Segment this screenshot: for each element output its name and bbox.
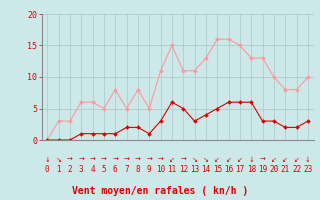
Text: 15: 15 <box>213 165 222 174</box>
Text: 7: 7 <box>124 165 129 174</box>
Text: 13: 13 <box>190 165 199 174</box>
Text: →: → <box>146 157 152 163</box>
Text: ↓: ↓ <box>248 157 254 163</box>
Text: 18: 18 <box>247 165 256 174</box>
Text: →: → <box>135 157 141 163</box>
Text: ↘: ↘ <box>56 157 61 163</box>
Text: 16: 16 <box>224 165 233 174</box>
Text: 22: 22 <box>292 165 301 174</box>
Text: ↓: ↓ <box>305 157 311 163</box>
Text: ↙: ↙ <box>282 157 288 163</box>
Text: 17: 17 <box>235 165 244 174</box>
Text: →: → <box>158 157 164 163</box>
Text: 23: 23 <box>303 165 313 174</box>
Text: 4: 4 <box>90 165 95 174</box>
Text: 1: 1 <box>56 165 61 174</box>
Text: →: → <box>78 157 84 163</box>
Text: 5: 5 <box>102 165 106 174</box>
Text: →: → <box>67 157 73 163</box>
Text: →: → <box>260 157 266 163</box>
Text: 11: 11 <box>167 165 177 174</box>
Text: →: → <box>112 157 118 163</box>
Text: 6: 6 <box>113 165 117 174</box>
Text: Vent moyen/en rafales ( kn/h ): Vent moyen/en rafales ( kn/h ) <box>72 186 248 196</box>
Text: →: → <box>90 157 96 163</box>
Text: ↓: ↓ <box>44 157 50 163</box>
Text: 0: 0 <box>45 165 50 174</box>
Text: ↙: ↙ <box>237 157 243 163</box>
Text: 2: 2 <box>68 165 72 174</box>
Text: 8: 8 <box>136 165 140 174</box>
Text: ↙: ↙ <box>271 157 277 163</box>
Text: →: → <box>180 157 186 163</box>
Text: ↙: ↙ <box>214 157 220 163</box>
Text: ↘: ↘ <box>192 157 197 163</box>
Text: 12: 12 <box>179 165 188 174</box>
Text: 10: 10 <box>156 165 165 174</box>
Text: →: → <box>101 157 107 163</box>
Text: ↘: ↘ <box>203 157 209 163</box>
Text: 9: 9 <box>147 165 152 174</box>
Text: ↙: ↙ <box>169 157 175 163</box>
Text: 20: 20 <box>269 165 278 174</box>
Text: ↙: ↙ <box>294 157 300 163</box>
Text: ↙: ↙ <box>226 157 232 163</box>
Text: →: → <box>124 157 130 163</box>
Text: 14: 14 <box>201 165 211 174</box>
Text: 21: 21 <box>281 165 290 174</box>
Text: 19: 19 <box>258 165 267 174</box>
Text: 3: 3 <box>79 165 84 174</box>
